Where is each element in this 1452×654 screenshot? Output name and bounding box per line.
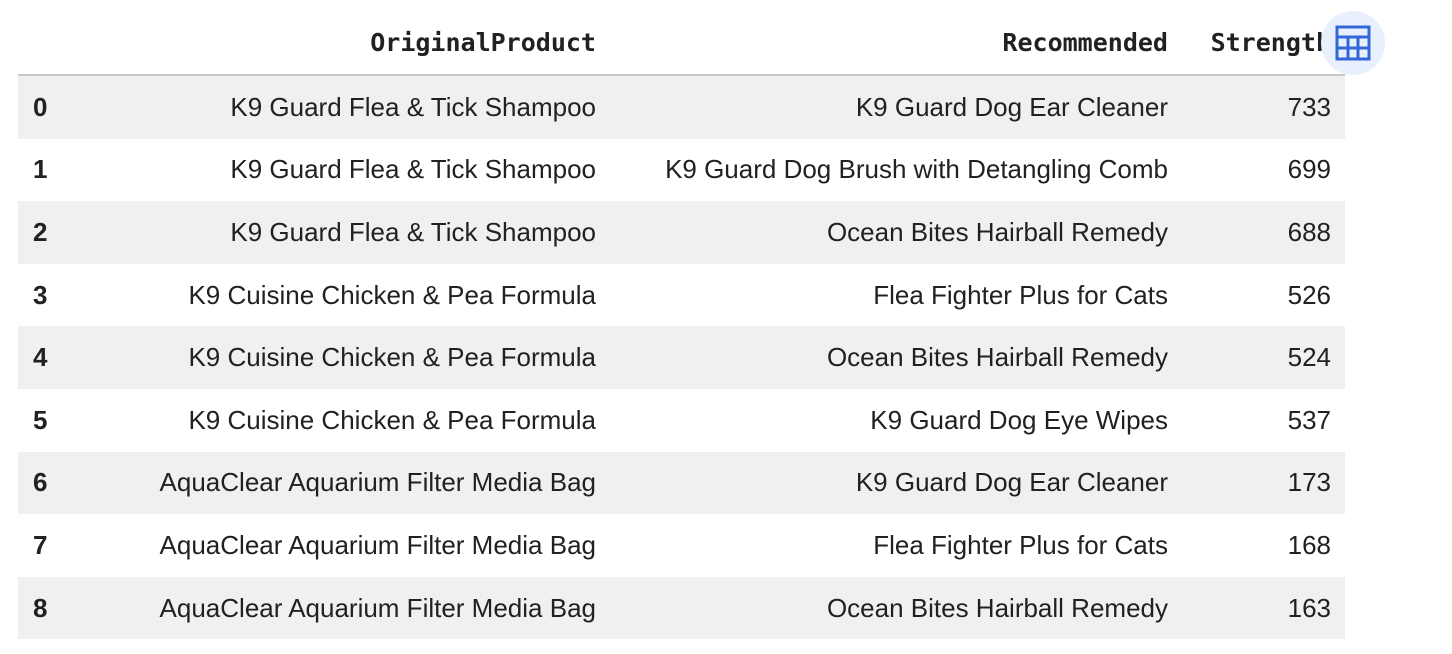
strength-cell: 537 [1287,404,1331,435]
dataframe-table: OriginalProduct Recommended Strength 0 K9… [18,10,1345,640]
recommended-cell: K9 Guard Dog Ear Cleaner [610,451,1182,515]
recommended-cell: Ocean Bites Hairball Remedy [610,326,1182,389]
recommended-cell: K9 Guard Dog Ear Cleaner [610,75,1182,139]
row-index: 2 [18,201,66,264]
original-product-cell: K9 Cuisine Chicken & Pea Formula [66,326,610,389]
recommended-cell: Ocean Bites Hairball Remedy [610,576,1182,640]
original-product-cell: K9 Guard Flea & Tick Shampoo [230,154,596,185]
table-row: 6 AquaClear Aquarium Filter Media Bag K9 G… [18,451,1345,515]
dataframe-output: OriginalProduct Recommended Strength 0 K9… [18,10,1345,640]
header-row: OriginalProduct Recommended Strength [18,10,1345,76]
row-index: 6 [18,451,66,515]
row-index: 0 [18,75,66,139]
convert-to-interactive-table-button[interactable] [1321,11,1385,75]
strength-cell: 733 [1182,75,1345,139]
table-row: 7 AquaClear Aquarium Filter Media Bag Flea… [18,514,1345,577]
table-row: 0 K9 Guard Flea & Tick Shampoo K9 Guard Do… [18,75,1345,139]
strength-cell: 173 [1182,451,1345,515]
recommended-cell: Ocean Bites Hairball Remedy [610,201,1182,264]
header-strength: Strength [1182,10,1345,76]
table-row: 5 K9 Cuisine Chicken & Pea Formula K9 Guar… [18,389,1345,452]
original-product-cell: AquaClear Aquarium Filter Media Bag [159,529,596,560]
original-product-cell: K9 Cuisine Chicken & Pea Formula [188,404,596,435]
strength-cell: 168 [1287,529,1331,560]
table-row: 3 K9 Cuisine Chicken & Pea Formula Flea Fi… [18,264,1345,327]
recommended-cell: K9 Guard Dog Eye Wipes [870,404,1168,435]
table-row: 1 K9 Guard Flea & Tick Shampoo K9 Guard Do… [18,139,1345,202]
recommended-cell: Flea Fighter Plus for Cats [873,279,1168,310]
original-product-cell: K9 Cuisine Chicken & Pea Formula [188,279,596,310]
row-index: 3 [33,279,48,310]
row-index: 4 [18,326,66,389]
table-icon [1335,25,1371,61]
strength-cell: 699 [1287,154,1331,185]
header-recommended: Recommended [610,10,1182,76]
strength-cell: 524 [1182,326,1345,389]
recommended-cell: K9 Guard Dog Brush with Detangling Comb [665,154,1168,185]
table-row: 2 K9 Guard Flea & Tick Shampoo Ocean Bites… [18,201,1345,264]
header-index [18,10,66,76]
row-index: 7 [33,529,48,560]
original-product-cell: K9 Guard Flea & Tick Shampoo [66,201,610,264]
table-row: 4 K9 Cuisine Chicken & Pea Formula Ocean B… [18,326,1345,389]
row-index: 1 [33,154,48,185]
row-index: 8 [18,576,66,640]
original-product-cell: K9 Guard Flea & Tick Shampoo [66,75,610,139]
header-original-product: OriginalProduct [66,10,610,76]
recommended-cell: Flea Fighter Plus for Cats [873,529,1168,560]
table-row: 8 AquaClear Aquarium Filter Media Bag Ocea… [18,576,1345,640]
strength-cell: 688 [1182,201,1345,264]
strength-cell: 526 [1287,279,1331,310]
strength-cell: 163 [1182,576,1345,640]
original-product-cell: AquaClear Aquarium Filter Media Bag [66,451,610,515]
original-product-cell: AquaClear Aquarium Filter Media Bag [66,576,610,640]
row-index: 5 [33,404,48,435]
